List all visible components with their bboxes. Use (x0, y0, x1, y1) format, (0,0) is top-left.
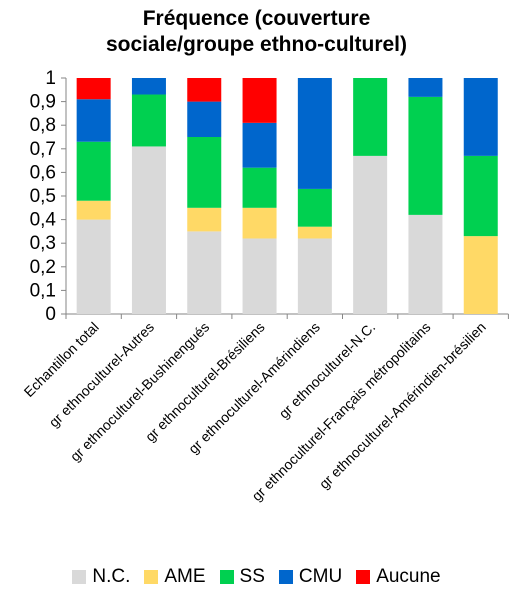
bar-segment (242, 122, 277, 168)
bar-segment (76, 78, 111, 100)
bar-segment (297, 188, 332, 227)
legend-swatch (356, 570, 371, 584)
bar-segment (463, 236, 498, 314)
y-tick-label: 0,3 (30, 233, 56, 254)
bar-segment (242, 207, 277, 239)
legend-item: N.C. (72, 566, 130, 588)
legend-swatch (278, 570, 293, 584)
chart-legend: N.C. AME SS CMU Aucune (0, 566, 513, 588)
bar-segment (131, 94, 166, 147)
y-tick-label: 0,5 (30, 186, 56, 207)
bar-segment (353, 78, 388, 156)
bar-segment (131, 78, 166, 95)
legend-item: Aucune (356, 566, 441, 588)
legend-label: N.C. (92, 566, 131, 587)
bar-segment (76, 99, 111, 142)
bar-segment (408, 214, 443, 314)
bar-segment (408, 78, 443, 97)
y-tick-label: 0,2 (30, 257, 56, 278)
bar-segment (297, 238, 332, 314)
chart-title: Fréquence (couverture sociale/groupe eth… (0, 6, 513, 58)
y-tick-label: 0,9 (30, 92, 56, 113)
legend-label: AME (164, 566, 206, 587)
bar-segment (297, 78, 332, 189)
legend-label: Aucune (376, 566, 441, 587)
bar-segment (187, 231, 222, 314)
x-category-label: gr ethnoculturel-N.C. (276, 319, 379, 422)
y-tick-label: 0,4 (30, 210, 57, 231)
chart-title-line-1: Fréquence (couverture (142, 7, 371, 30)
bar-segment (408, 96, 443, 215)
legend-item: AME (144, 566, 206, 588)
legend-item: SS (219, 566, 265, 588)
legend-swatch (219, 570, 234, 584)
bar-segment (187, 137, 222, 208)
bar-segment (76, 141, 111, 201)
y-tick-label: 1 (45, 68, 56, 89)
y-tick-label: 0,8 (30, 115, 56, 136)
bar-segment (242, 238, 277, 314)
bar-segment (76, 200, 111, 220)
bar-segment (463, 78, 498, 156)
legend-label: CMU (298, 566, 343, 587)
chart-title-line-2: sociale/groupe ethno-culturel) (105, 33, 408, 56)
legend-swatch (144, 570, 159, 584)
bar-segment (131, 146, 166, 314)
legend-swatch (72, 570, 87, 584)
bar-segment (297, 226, 332, 239)
bar-segment (76, 219, 111, 314)
y-tick-label: 0,7 (30, 139, 56, 160)
y-tick-label: 0 (45, 304, 56, 325)
bar-segment (242, 78, 277, 123)
y-tick-label: 0,6 (30, 162, 56, 183)
bar-segment (187, 207, 222, 232)
bar-segment (187, 78, 222, 102)
bar-segment (242, 167, 277, 208)
y-tick-label: 0,1 (30, 280, 56, 301)
bar-segment (463, 155, 498, 237)
x-category-label: gr ethnoculturel-Autres (46, 319, 157, 430)
bar-segment (187, 101, 222, 137)
legend-label: SS (239, 566, 265, 587)
bar-segment (353, 155, 388, 314)
legend-item: CMU (278, 566, 343, 588)
